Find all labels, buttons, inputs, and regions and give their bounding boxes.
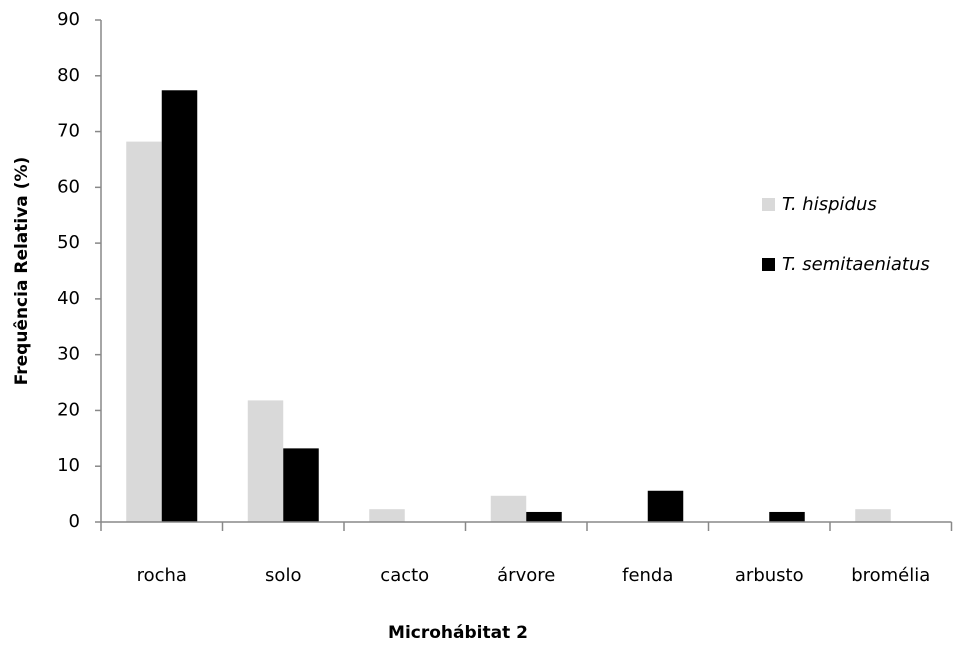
bar: [526, 511, 562, 522]
y-tick-label: 0: [69, 511, 80, 532]
x-tick-label: árvore: [497, 565, 555, 586]
bar: [126, 141, 162, 522]
bar: [769, 511, 805, 522]
x-tick-label: fenda: [622, 565, 673, 586]
y-tick-label: 80: [57, 65, 80, 86]
legend-label: T. semitaeniatus: [782, 254, 930, 275]
legend-swatch: [762, 198, 775, 211]
y-tick-label: 30: [57, 344, 80, 365]
x-tick-label: cacto: [380, 565, 429, 586]
x-axis-label: Microhábitat 2: [388, 623, 528, 643]
x-tick-label: bromélia: [851, 565, 930, 586]
x-tick-label: rocha: [137, 565, 187, 586]
bar: [247, 400, 284, 522]
bar: [855, 509, 891, 522]
bar: [283, 448, 319, 522]
bar: [647, 490, 684, 522]
x-tick-label: arbusto: [735, 565, 804, 586]
x-tick-label: solo: [265, 565, 301, 586]
y-axis-label: Frequência Relativa (%): [12, 157, 32, 386]
y-tick-label: 20: [57, 399, 80, 420]
y-tick-label: 50: [57, 232, 80, 253]
y-tick-label: 60: [57, 176, 80, 197]
y-tick-label: 40: [57, 288, 80, 309]
legend-label: T. hispidus: [782, 194, 877, 215]
bar: [369, 509, 405, 522]
bar: [490, 495, 527, 522]
legend-swatch: [762, 258, 775, 271]
y-tick-label: 90: [57, 9, 80, 30]
bar: [161, 90, 198, 522]
y-tick-label: 70: [57, 121, 80, 142]
y-tick-label: 10: [57, 455, 80, 476]
